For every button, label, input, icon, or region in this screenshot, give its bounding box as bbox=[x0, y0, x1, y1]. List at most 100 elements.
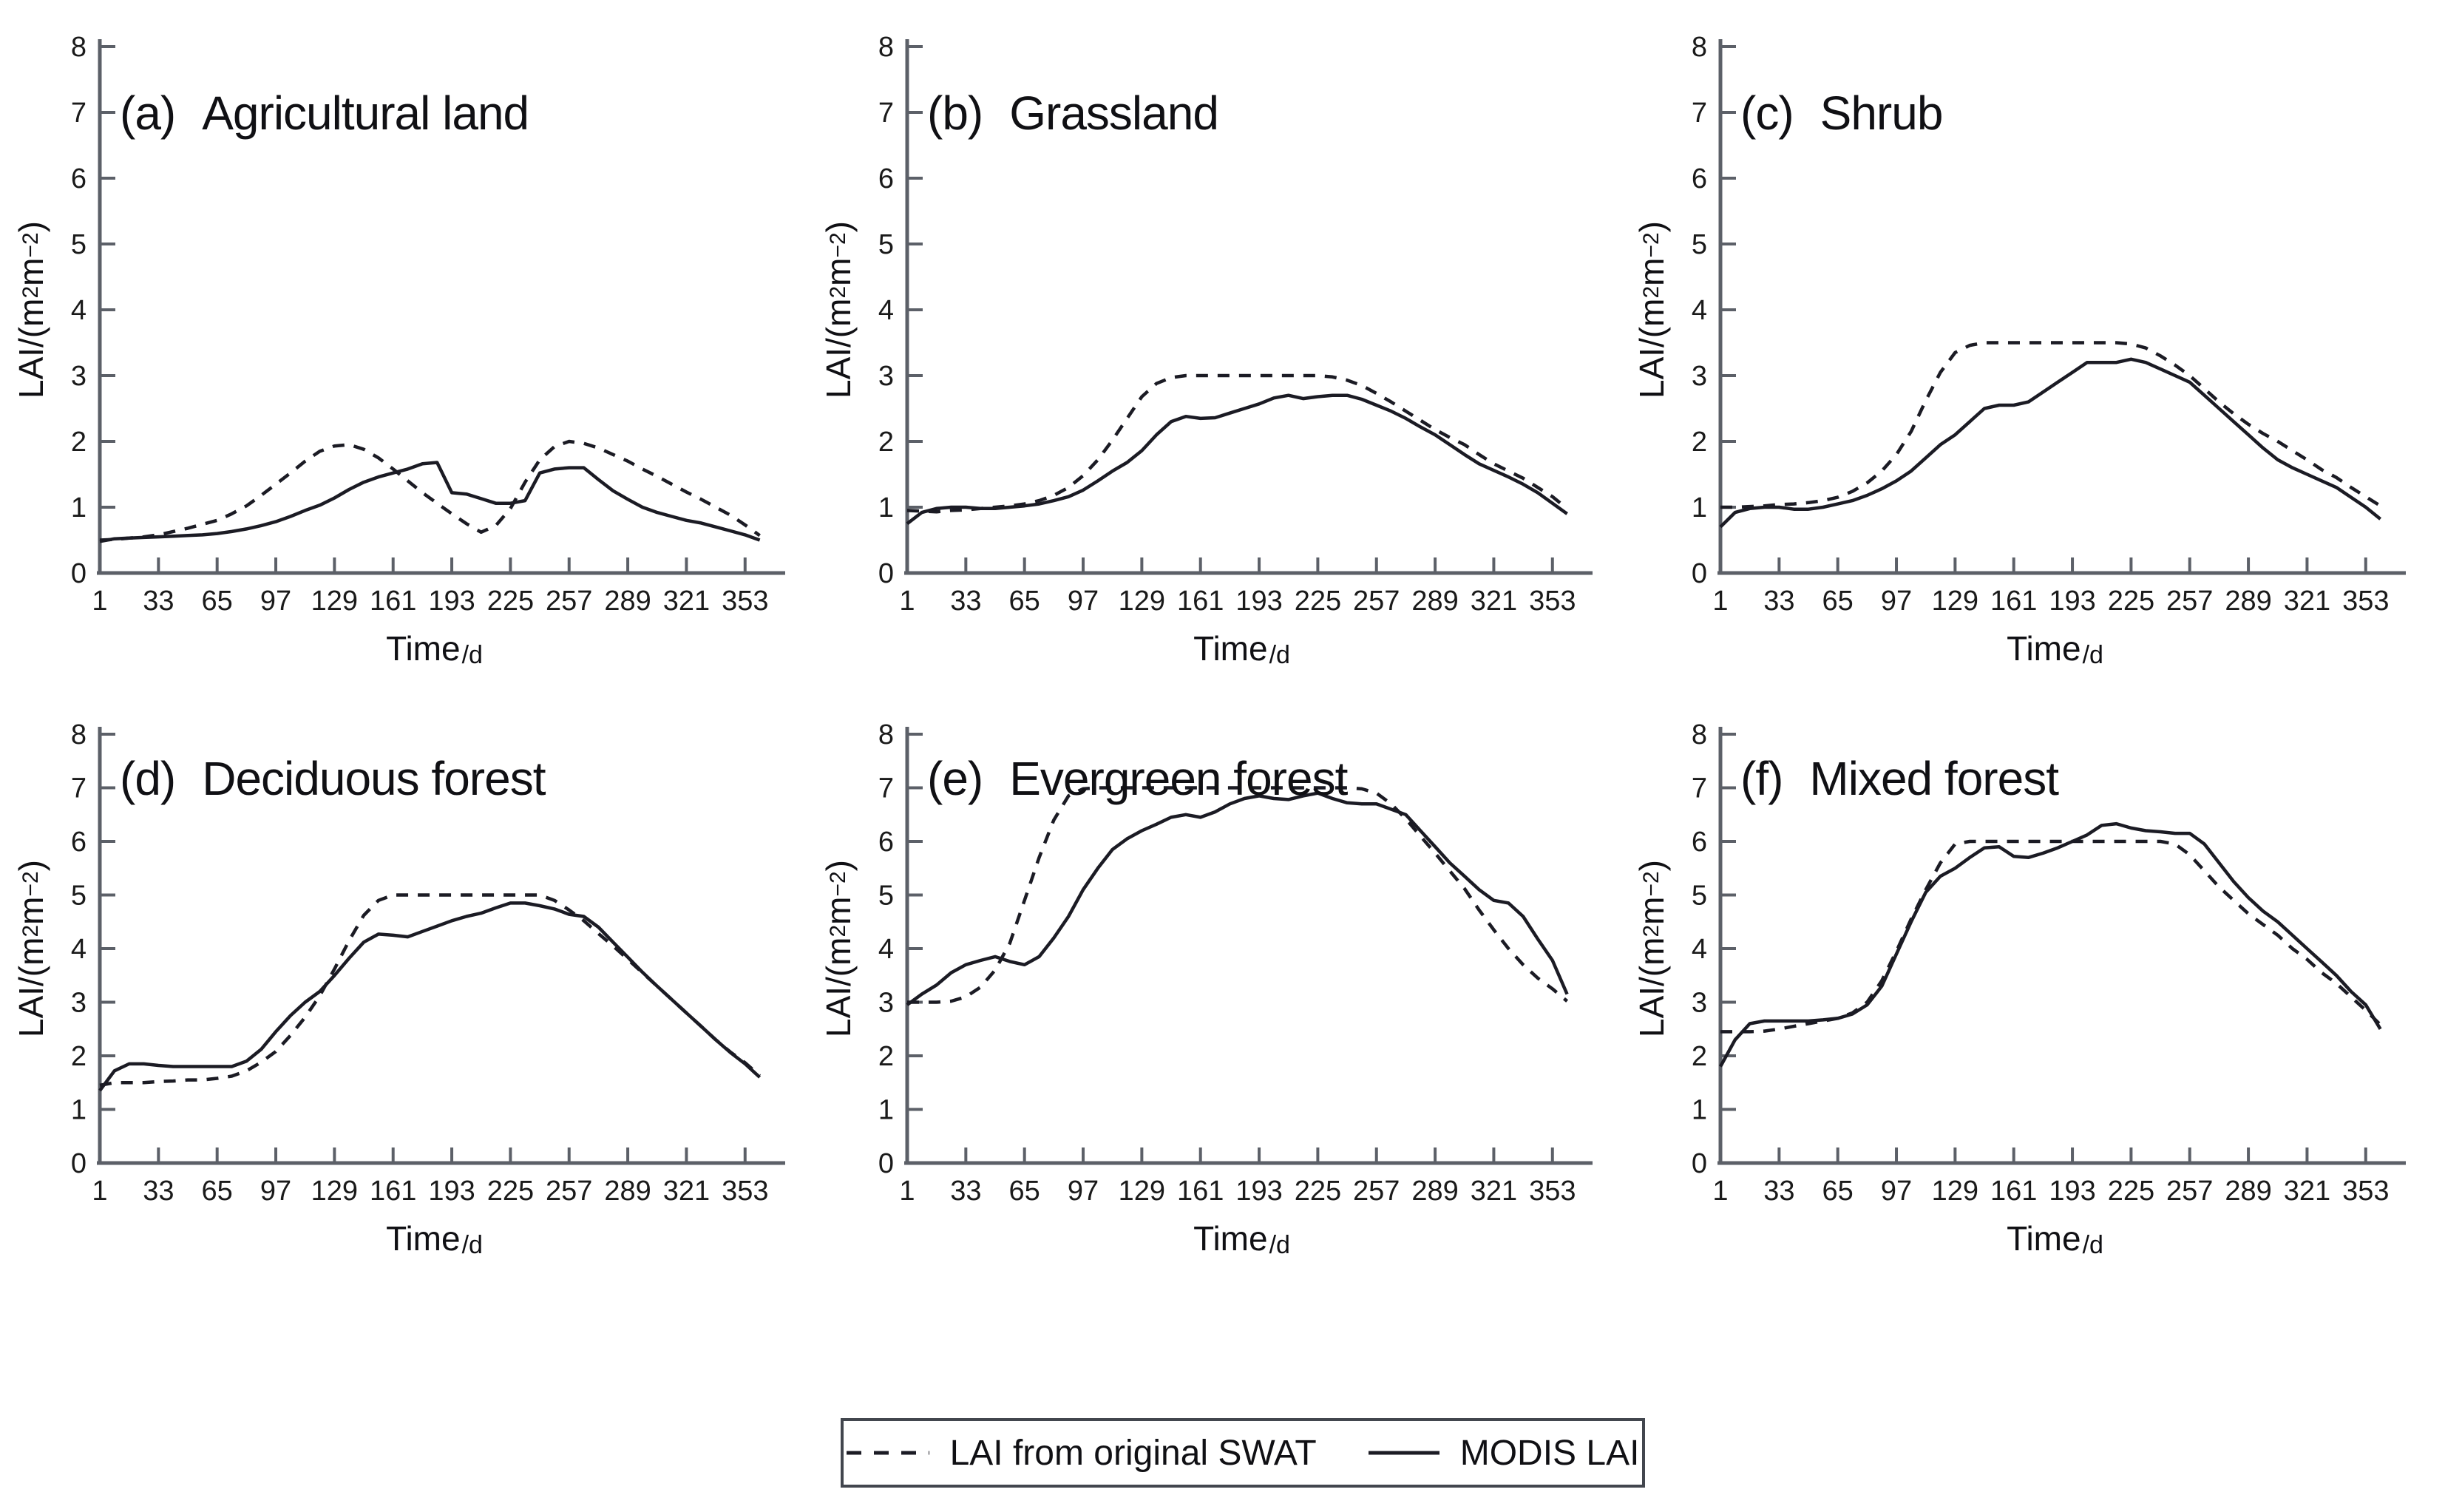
legend-swat-label: LAI from original SWAT bbox=[949, 1433, 1317, 1473]
svg-text:2: 2 bbox=[71, 1041, 87, 1072]
svg-text:225: 225 bbox=[2108, 586, 2154, 617]
panel-title-text: Mixed forest bbox=[1809, 752, 2059, 805]
y-axis-label-e: LAI/(m 2 m −2) bbox=[819, 859, 858, 1038]
svg-text:7: 7 bbox=[71, 773, 87, 804]
svg-text:5: 5 bbox=[878, 881, 894, 912]
svg-text:257: 257 bbox=[2166, 586, 2213, 617]
svg-text:65: 65 bbox=[1822, 586, 1854, 617]
svg-text:7: 7 bbox=[1692, 98, 1707, 129]
axes bbox=[904, 727, 1593, 1165]
legend-box: LAI from original SWAT MODIS LAI bbox=[841, 1418, 1645, 1488]
panel-title-text: Agricultural land bbox=[202, 87, 529, 140]
svg-text:2: 2 bbox=[71, 427, 87, 458]
swat-curve bbox=[907, 786, 1569, 1004]
panel-letter: (e) bbox=[927, 752, 983, 805]
svg-text:257: 257 bbox=[546, 1176, 592, 1207]
y-axis-label-text: LAI/(m bbox=[819, 298, 858, 399]
svg-text:2: 2 bbox=[878, 1041, 894, 1072]
svg-text:257: 257 bbox=[2166, 1176, 2213, 1207]
x-axis-label-text: Time bbox=[2007, 629, 2081, 668]
svg-text:129: 129 bbox=[311, 1176, 358, 1207]
svg-text:2: 2 bbox=[1692, 427, 1707, 458]
chart-panel-a: 1 33 65 97 129 161 193 225 257 289 321 353 0 1 2 3 4 5 6 7 8 bbox=[0, 0, 821, 691]
svg-text:3: 3 bbox=[878, 988, 894, 1019]
svg-text:321: 321 bbox=[2284, 1176, 2330, 1207]
svg-text:193: 193 bbox=[428, 1176, 475, 1207]
svg-text:129: 129 bbox=[1932, 586, 1978, 617]
svg-text:97: 97 bbox=[260, 586, 291, 617]
panel-title-text: Grassland bbox=[1009, 87, 1219, 140]
svg-text:321: 321 bbox=[1471, 586, 1517, 617]
x-axis-label-text: Time bbox=[386, 1219, 461, 1258]
y-axis-label-text: ) bbox=[1632, 220, 1671, 233]
svg-text:97: 97 bbox=[1881, 1176, 1912, 1207]
svg-text:321: 321 bbox=[1471, 1176, 1517, 1207]
svg-text:7: 7 bbox=[1692, 773, 1707, 804]
y-axis-label-text: m bbox=[12, 257, 50, 286]
svg-text:6: 6 bbox=[71, 827, 87, 858]
x-axis-label-unit: /d bbox=[1269, 1231, 1290, 1259]
svg-text:129: 129 bbox=[1119, 1176, 1165, 1207]
legend-dashed-sample bbox=[846, 1451, 929, 1455]
svg-text:4: 4 bbox=[71, 295, 87, 326]
svg-text:225: 225 bbox=[487, 1176, 534, 1207]
modis-curve bbox=[906, 791, 1569, 1006]
y-axis-label-text: LAI/(m bbox=[12, 937, 50, 1038]
panel-letter: (a) bbox=[120, 87, 176, 140]
svg-text:0: 0 bbox=[1692, 1148, 1707, 1179]
panel-title-text: Shrub bbox=[1820, 87, 1944, 140]
x-axis-label-unit: /d bbox=[1269, 641, 1290, 669]
svg-text:8: 8 bbox=[71, 32, 87, 63]
svg-text:1: 1 bbox=[71, 492, 87, 523]
y-axis-label-text: m bbox=[1632, 257, 1671, 286]
svg-text:161: 161 bbox=[1177, 1176, 1224, 1207]
svg-text:4: 4 bbox=[878, 934, 894, 965]
x-axis-label-unit: /d bbox=[461, 1231, 483, 1259]
chart-panel-e: 1 33 65 97 129 161 193 225 257 289 321 353 0 1 2 3 4 5 6 7 8 bbox=[807, 688, 1628, 1290]
svg-text:3: 3 bbox=[71, 361, 87, 392]
x-axis-label-unit: /d bbox=[2082, 641, 2103, 669]
svg-text:33: 33 bbox=[143, 586, 174, 617]
svg-text:193: 193 bbox=[2049, 586, 2095, 617]
svg-text:289: 289 bbox=[604, 1176, 651, 1207]
panel-title-d: (d) Deciduous forest bbox=[120, 751, 546, 806]
panel-letter: (b) bbox=[927, 87, 983, 140]
svg-text:97: 97 bbox=[260, 1176, 291, 1207]
y-axis-label-text: LAI/(m bbox=[12, 298, 50, 399]
x-axis-label-d: Time/d bbox=[100, 1218, 769, 1259]
x-axis-label-a: Time/d bbox=[100, 628, 769, 669]
svg-text:353: 353 bbox=[722, 1176, 768, 1207]
svg-text:5: 5 bbox=[1692, 229, 1707, 260]
svg-text:161: 161 bbox=[370, 586, 416, 617]
svg-text:289: 289 bbox=[1411, 1176, 1458, 1207]
svg-text:353: 353 bbox=[722, 586, 768, 617]
panel-title-f: (f) Mixed forest bbox=[1740, 751, 2059, 806]
x-axis-label-unit: /d bbox=[461, 641, 483, 669]
svg-text:6: 6 bbox=[71, 163, 87, 194]
svg-text:3: 3 bbox=[878, 361, 894, 392]
svg-text:161: 161 bbox=[1177, 586, 1224, 617]
x-axis-label-text: Time bbox=[2007, 1219, 2081, 1258]
svg-text:7: 7 bbox=[878, 98, 894, 129]
svg-text:6: 6 bbox=[878, 827, 894, 858]
svg-text:65: 65 bbox=[202, 1176, 233, 1207]
svg-text:289: 289 bbox=[2225, 586, 2271, 617]
y-axis-label-f: LAI/(m 2 m −2) bbox=[1632, 859, 1671, 1038]
svg-text:257: 257 bbox=[1353, 1176, 1400, 1207]
y-axis-label-text: LAI/(m bbox=[819, 937, 858, 1038]
svg-text:7: 7 bbox=[71, 98, 87, 129]
y-axis-label-text: ) bbox=[819, 220, 858, 233]
svg-text:225: 225 bbox=[1295, 586, 1341, 617]
svg-text:1: 1 bbox=[1712, 586, 1728, 617]
svg-text:289: 289 bbox=[1411, 586, 1458, 617]
svg-text:0: 0 bbox=[71, 1148, 87, 1179]
axes bbox=[1717, 39, 2406, 575]
svg-text:97: 97 bbox=[1068, 586, 1099, 617]
